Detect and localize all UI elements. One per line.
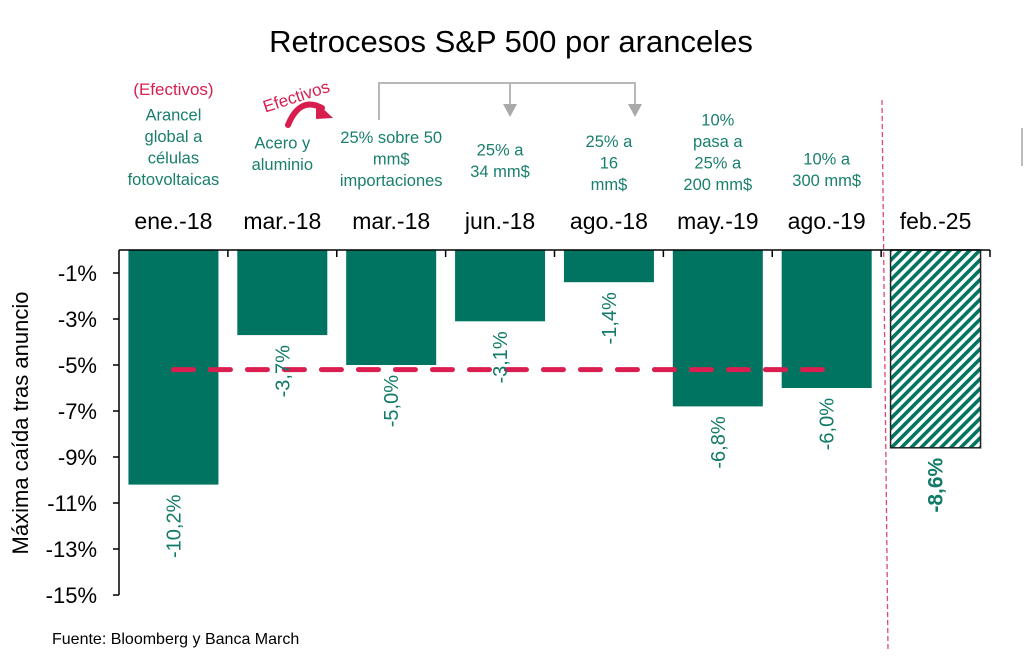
data-labels: -10,2% -3,7% -5,0% -3,1% -1,4% -6,8% -6,0% -8,6…: [163, 292, 947, 558]
y-tick-label: -5%: [58, 353, 97, 378]
bar-ago.-18: [563, 250, 654, 283]
bar-ago.-19: [781, 250, 872, 388]
annotation-line: mm$: [591, 176, 628, 194]
data-label: -6,0%: [817, 398, 839, 450]
bar-may.-19: [672, 250, 763, 407]
category-label: ago.-19: [788, 208, 866, 234]
annotation-line: aluminio: [252, 156, 313, 174]
y-tick-label: -9%: [58, 445, 97, 470]
data-label: -5,0%: [381, 375, 403, 427]
data-label: -3,7%: [272, 345, 294, 397]
data-label: -10,2%: [163, 494, 185, 558]
annotation-line: 16: [600, 155, 618, 173]
annotation-line: 300 mm$: [792, 172, 861, 190]
efectivos-note-parenthesized: (Efectivos): [133, 80, 213, 99]
category-label: feb.-25: [900, 208, 972, 234]
data-label: -6,8%: [708, 416, 730, 468]
category-label: ene.-18: [134, 208, 212, 234]
annotation-line: Arancel: [145, 107, 201, 125]
annotation-line: fotovoltaicas: [128, 171, 220, 189]
bar-mar.-18: [237, 250, 328, 336]
data-label: -1,4%: [599, 292, 621, 344]
data-label: -3,1%: [490, 331, 512, 383]
annotation-line: importaciones: [340, 172, 443, 190]
annotation-line: 25% sobre 50: [340, 129, 442, 147]
annotation-line: Acero y: [254, 135, 311, 153]
annotation-line: 25% a: [694, 155, 742, 173]
annotations: Arancel global a células fotovoltaicas (Efec…: [128, 80, 862, 194]
annotation-line: 10% a: [803, 151, 851, 169]
bar-mar.-18: [346, 250, 437, 365]
bracket-line: [378, 82, 636, 120]
bar-jun.-18: [455, 250, 546, 322]
y-axis-label: Máxima caída tras anuncio: [8, 292, 33, 555]
bar-feb.-25: [889, 249, 982, 449]
efectivos-arrow: [285, 101, 333, 128]
bracket-connector: [378, 82, 642, 120]
axes: -1% -3% -5% -7% -9% -11% -13% -15%: [46, 249, 991, 608]
annotation-line: mm$: [373, 151, 410, 169]
annotation-line: 25% a: [477, 142, 525, 160]
y-tick-label: -11%: [47, 491, 97, 516]
category-label: jun.-18: [464, 208, 535, 234]
y-tick-label: -13%: [46, 537, 97, 562]
bars: [128, 249, 982, 485]
category-label: mar.-18: [352, 208, 430, 234]
y-tick-label: -15%: [46, 583, 97, 608]
annotation-line: pasa a: [693, 133, 743, 151]
annotation-line: global a: [145, 128, 204, 146]
y-tick-label: -7%: [58, 399, 97, 424]
y-tick-label: -3%: [58, 307, 97, 332]
category-label: may.-19: [677, 208, 758, 234]
category-labels: ene.-18 mar.-18 mar.-18 jun.-18 ago.-18 may.-…: [134, 208, 971, 234]
annotation-line: 10%: [701, 112, 734, 130]
arrow-head-jun: [503, 104, 517, 117]
category-label: ago.-18: [570, 208, 648, 234]
source-note: Fuente: Bloomberg y Banca March: [52, 631, 299, 648]
data-label: -8,6%: [925, 457, 948, 512]
annotation-line: 34 mm$: [470, 163, 530, 181]
period-separator: [881, 99, 889, 651]
category-label: mar.-18: [243, 208, 321, 234]
arrow-head-ago: [628, 104, 642, 117]
annotation-line: 200 mm$: [683, 176, 752, 194]
chart-title: Retrocesos S&P 500 por aranceles: [269, 24, 753, 59]
y-tick-label: -1%: [58, 261, 97, 286]
annotation-line: células: [148, 150, 199, 168]
annotation-line: 25% a: [586, 133, 634, 151]
